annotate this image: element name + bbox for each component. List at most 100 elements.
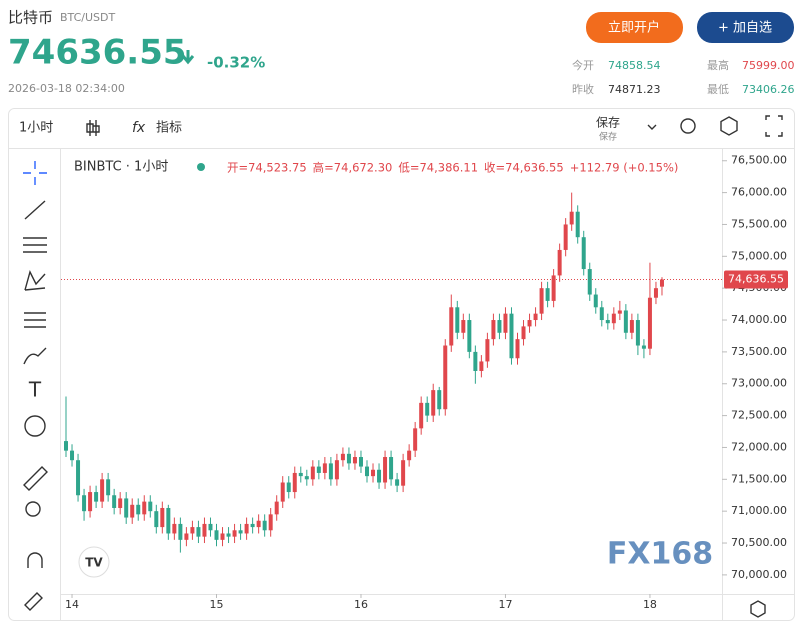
lock-tool[interactable] xyxy=(24,592,43,611)
tv-logo xyxy=(78,546,110,578)
candle-body xyxy=(304,476,309,480)
last-price-label: 74,636.55 xyxy=(728,272,784,285)
candle-body xyxy=(112,495,117,508)
candle-body xyxy=(274,501,279,515)
candle-body xyxy=(64,441,68,451)
save[interactable]: 保存 xyxy=(596,116,620,130)
candle-body xyxy=(88,492,93,512)
y-tick-label: 70,000.00 xyxy=(731,568,787,581)
candle-body xyxy=(238,530,243,534)
indicators[interactable]: 指标 xyxy=(156,121,182,136)
candle-body xyxy=(401,460,406,486)
candle-body xyxy=(623,310,628,333)
interval[interactable]: 1小时 xyxy=(19,121,53,136)
candle-body xyxy=(437,390,442,410)
pattern-tool[interactable] xyxy=(24,270,46,291)
candle-body xyxy=(118,498,123,508)
fullscreen-icon[interactable] xyxy=(765,115,783,137)
crosshair-tool[interactable] xyxy=(23,161,47,185)
candle-body xyxy=(94,492,99,502)
snapshot-icon[interactable] xyxy=(680,118,696,134)
candle-body xyxy=(190,527,195,534)
ohlc-label: 开=74,523.75 xyxy=(227,161,307,175)
candle-body xyxy=(611,313,616,324)
emoji-tool[interactable] xyxy=(24,415,46,437)
candle-body xyxy=(617,310,622,314)
candle-body xyxy=(431,390,436,416)
candle-body xyxy=(533,313,538,321)
text-tool[interactable]: T xyxy=(28,378,42,402)
candle-body xyxy=(557,249,562,276)
ohlc-label: 收=74,636.55 xyxy=(484,161,564,175)
stat-value: 73406.26 xyxy=(742,83,795,96)
candle-body xyxy=(503,313,508,333)
x-tick-label: 14 xyxy=(65,598,79,611)
candle-body xyxy=(581,237,586,270)
candle-body xyxy=(280,482,285,502)
fx-icon[interactable]: fx xyxy=(132,120,146,136)
tv-logo-text: TV xyxy=(85,556,103,570)
candle-body xyxy=(443,345,448,410)
candle-body xyxy=(491,320,496,340)
candle-body xyxy=(172,523,177,534)
candle-body xyxy=(214,530,219,540)
x-tick-label: 16 xyxy=(354,598,368,611)
candle-body xyxy=(346,453,351,464)
candle-body xyxy=(148,501,153,512)
candle-body xyxy=(268,514,273,531)
candle-body xyxy=(358,457,363,467)
candle-body xyxy=(82,495,87,512)
candle-body xyxy=(136,504,141,515)
title: 比特币 xyxy=(8,9,53,27)
candle-body xyxy=(226,533,231,537)
open-account-label[interactable]: 立即开户 xyxy=(608,20,660,36)
candle-body xyxy=(250,523,255,528)
axis-settings[interactable] xyxy=(750,600,766,618)
magnet-tool[interactable] xyxy=(27,552,43,568)
candle-body xyxy=(154,511,159,528)
candle-body xyxy=(244,523,249,534)
candle-body xyxy=(587,269,592,295)
candle-body xyxy=(395,479,400,486)
open-account-button[interactable] xyxy=(586,12,683,43)
stat-label: 昨收 xyxy=(572,82,594,96)
last-price-box xyxy=(724,270,788,289)
watermark: FX168 xyxy=(607,537,713,572)
forecast-tool[interactable] xyxy=(24,312,46,328)
candle-body xyxy=(310,466,315,480)
save-sub: 保存 xyxy=(599,131,617,143)
stat-value: 74858.54 xyxy=(608,59,661,72)
watchlist-button[interactable] xyxy=(697,12,794,43)
candle-body xyxy=(340,453,345,461)
settings-icon[interactable] xyxy=(720,116,738,136)
candle-icon[interactable] xyxy=(86,120,100,136)
candle-body xyxy=(485,339,490,362)
candle-body xyxy=(575,211,580,238)
candle-body xyxy=(334,460,339,480)
y-tick-label: 76,500.00 xyxy=(731,154,787,167)
candle-body xyxy=(455,307,460,333)
zoom-tool[interactable] xyxy=(25,501,41,517)
candle-body xyxy=(389,457,394,480)
candle-body xyxy=(328,463,333,480)
candle-body xyxy=(220,533,225,540)
candle-body xyxy=(539,288,544,314)
ruler-tool[interactable] xyxy=(23,466,48,491)
candle-body xyxy=(467,320,472,352)
candle-body xyxy=(166,507,171,534)
candle-body xyxy=(208,523,213,531)
line-tool[interactable] xyxy=(24,200,46,220)
y-tick-label: 73,000.00 xyxy=(731,377,787,390)
dropdown[interactable] xyxy=(647,124,657,130)
candle-body xyxy=(605,320,610,324)
y-tick-label: 72,000.00 xyxy=(731,440,787,453)
candle-body xyxy=(461,320,466,333)
fib-tool[interactable] xyxy=(23,237,47,253)
watchlist-label[interactable]: + 加自选 xyxy=(718,21,772,36)
candle-body xyxy=(130,504,135,518)
candle-body xyxy=(76,460,81,496)
candle-body xyxy=(449,307,454,346)
brush-tool[interactable] xyxy=(23,347,47,365)
candle-body xyxy=(413,428,418,451)
